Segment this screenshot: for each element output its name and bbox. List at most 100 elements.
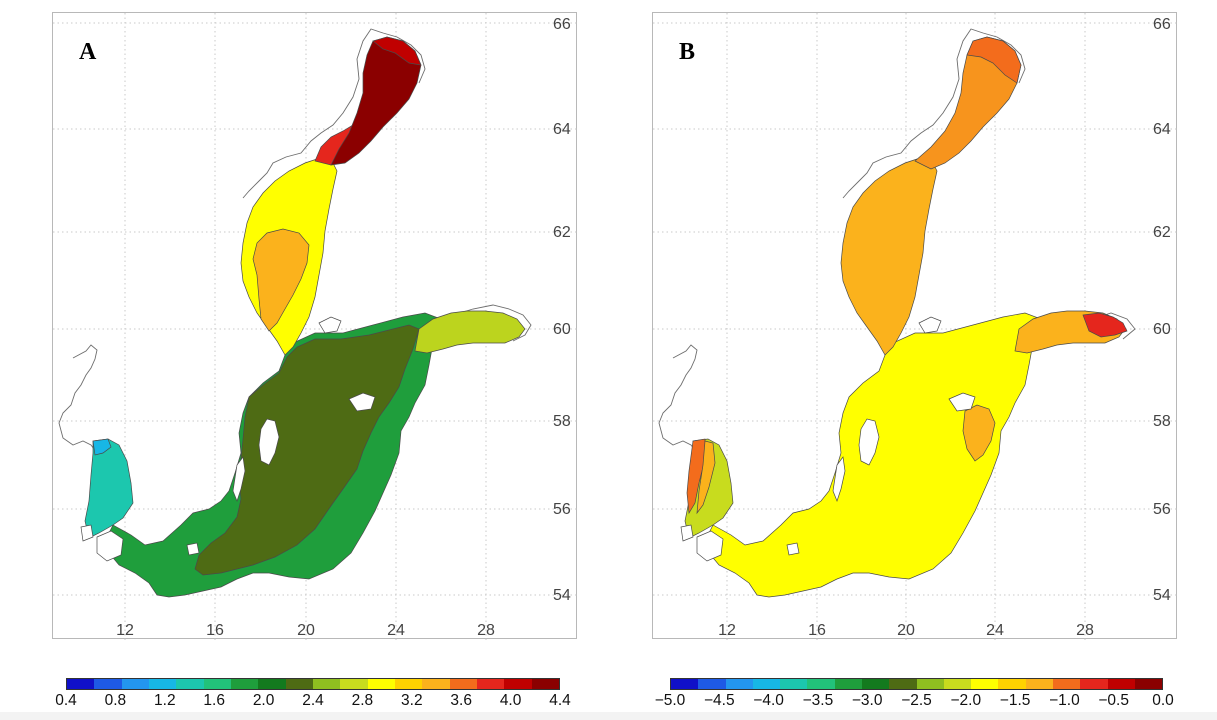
colorbar-segment	[449, 679, 477, 689]
gulf-of-finland-east	[1082, 312, 1128, 338]
colorbar-segment	[834, 679, 862, 689]
colorbar-segment	[752, 679, 781, 689]
colorbar-segment	[971, 679, 999, 689]
colorbar-tick-label: −1.0	[1049, 692, 1080, 709]
colorbar-segment	[1134, 679, 1163, 689]
oland-island	[232, 456, 246, 503]
colorbar-tick-label: 0.8	[104, 692, 127, 709]
colorbar-segment	[340, 679, 368, 689]
colorbar-segment	[203, 679, 231, 689]
colorbar-tick-label: −2.0	[950, 692, 982, 709]
lon-label: 12	[116, 622, 134, 639]
colorbar-tick-label: 3.2	[401, 692, 423, 709]
colorbar-tick-label: 1.2	[154, 692, 176, 709]
colorbar-segment	[1052, 679, 1081, 689]
lat-label: 56	[1153, 501, 1171, 518]
colorbar-segment	[889, 679, 917, 689]
colorbar-tick-label: 3.6	[450, 692, 472, 709]
map-panel-b: 66 64 62 60 58 56 54 12 16 20 24 28 B	[652, 12, 1178, 640]
colorbar-segment	[394, 679, 423, 689]
longitude-labels: 12 16 20 24 28	[718, 622, 1094, 639]
colorbar-tick-label: 1.6	[203, 692, 225, 709]
colorbar-segment	[807, 679, 835, 689]
colorbar-segment	[176, 679, 204, 689]
lat-label: 54	[553, 587, 571, 604]
aland-island	[318, 316, 342, 334]
colorbar-segment	[504, 679, 532, 689]
colorbar-tick-label: 0.4	[55, 692, 77, 709]
lat-label: 56	[553, 501, 571, 518]
colorbar-tick-label: 2.4	[302, 692, 324, 709]
sea-field-a	[80, 36, 526, 598]
lon-label: 28	[477, 622, 495, 639]
lat-label: 58	[1153, 413, 1171, 430]
colorbar-segment	[94, 679, 122, 689]
fyn-island	[80, 524, 94, 542]
colorbar-segment	[230, 679, 259, 689]
bothnian-sea-region	[840, 158, 938, 356]
saaremaa-island	[348, 392, 376, 412]
colorbar-segment	[312, 679, 341, 689]
map-panel-a: 66 64 62 60 58 56 54 12 16 20 24 28 A	[52, 12, 578, 640]
lon-label: 12	[718, 622, 736, 639]
lon-label: 16	[206, 622, 224, 639]
gotland-island	[858, 418, 880, 466]
colorbar-a-labels: 0.4 0.8 1.2 1.6 2.0 2.4 2.8 3.2 3.6 4.0 4.4	[55, 692, 571, 712]
colorbar-segment	[998, 679, 1026, 689]
colorbar-segment	[476, 679, 505, 689]
kattegat-region	[84, 438, 134, 539]
colorbar-b-labels: −5.0 −4.5 −4.0 −3.5 −3.0 −2.5 −2.0 −1.5 −1.0 −0.5…	[655, 692, 1174, 712]
colorbar-b	[670, 678, 1163, 690]
lat-label: 62	[553, 224, 571, 241]
colorbar-segment	[67, 679, 95, 689]
bothnian-bay-tip	[372, 36, 422, 66]
lat-label: 60	[1153, 321, 1171, 338]
colorbar-segment	[1025, 679, 1053, 689]
saaremaa-island	[948, 392, 976, 412]
colorbar-segment	[121, 679, 149, 689]
lon-label: 24	[986, 622, 1004, 639]
colorbar-tick-label: −2.5	[901, 692, 932, 709]
colorbar-tick-label: 2.0	[252, 692, 275, 709]
colorbar-tick-label: −4.5	[703, 692, 735, 709]
colorbar-tick-label: −1.5	[999, 692, 1031, 709]
lat-label: 64	[553, 121, 571, 138]
colorbar-segment	[285, 679, 313, 689]
gulf-of-finland-region	[414, 310, 526, 354]
colorbar-segment	[148, 679, 177, 689]
lon-label: 20	[297, 622, 315, 639]
bornholm-island	[786, 542, 800, 556]
gotland-island	[258, 418, 280, 466]
lat-label: 64	[1153, 121, 1171, 138]
lon-label: 24	[387, 622, 405, 639]
latitude-labels: 66 64 62 60 58 56 54	[553, 16, 571, 604]
colorbar-tick-label: −3.0	[851, 692, 883, 709]
map-a-canvas: 66 64 62 60 58 56 54 12 16 20 24 28	[53, 13, 578, 640]
colorbar-segment	[916, 679, 944, 689]
colorbar-segment	[671, 679, 699, 689]
colorbar-tick-label: 4.0	[499, 692, 522, 709]
lat-label: 66	[553, 16, 571, 33]
oland-island	[832, 456, 846, 503]
zealand-island	[96, 530, 124, 562]
bothnian-sea-center	[252, 228, 310, 332]
colorbar-segment	[725, 679, 753, 689]
bornholm-island	[186, 542, 200, 556]
skagerrak-inner	[696, 440, 716, 515]
lat-label: 54	[1153, 587, 1171, 604]
colorbar-tick-label: −4.0	[753, 692, 784, 709]
kattegat-north-cyan	[92, 438, 112, 456]
bothnian-bay-north	[966, 36, 1022, 84]
colorbar-segment	[258, 679, 286, 689]
colorbar-tick-label: −5.0	[654, 692, 686, 709]
colorbar-segment	[780, 679, 808, 689]
colorbar-tick-label: −3.5	[802, 692, 834, 709]
baltic-proper-region	[194, 324, 420, 576]
lon-label: 20	[897, 622, 915, 639]
colorbar-segment	[1107, 679, 1135, 689]
zealand-island	[696, 530, 724, 562]
panel-letter-b: B	[679, 39, 696, 65]
colorbar-segment	[422, 679, 450, 689]
colorbar-segment	[861, 679, 890, 689]
fyn-island	[680, 524, 694, 542]
